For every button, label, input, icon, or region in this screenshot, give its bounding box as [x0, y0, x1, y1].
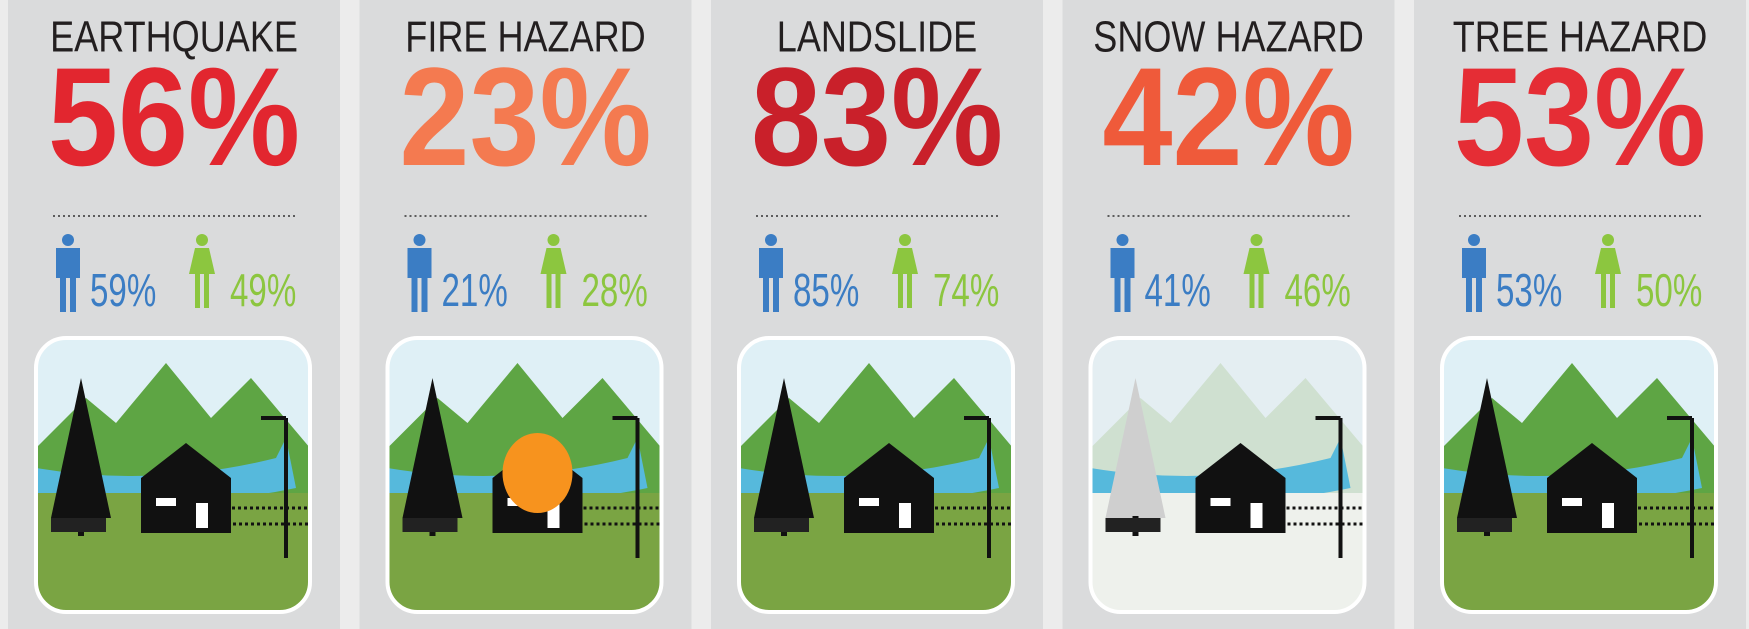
card-percent: 42%	[1102, 39, 1354, 196]
tree	[51, 378, 111, 518]
person-body	[189, 248, 215, 308]
card-title: SNOW HAZARD	[1093, 12, 1363, 61]
fence	[927, 506, 1013, 526]
person-head	[547, 234, 560, 246]
bench	[1457, 518, 1512, 532]
window	[1210, 498, 1231, 506]
card-percent: 56%	[48, 39, 300, 196]
card-title: TREE HAZARD	[1453, 12, 1707, 61]
scene	[1442, 338, 1716, 612]
house	[1195, 443, 1286, 533]
person-head	[765, 234, 777, 246]
scene-frame	[385, 336, 664, 614]
person-body	[540, 248, 567, 308]
female-percent: 49%	[230, 266, 296, 316]
person-head	[899, 234, 911, 246]
person-head	[413, 234, 426, 246]
male-percent: 85%	[793, 266, 859, 316]
house	[141, 443, 231, 533]
door	[1602, 503, 1614, 528]
card-percent: 83%	[751, 39, 1003, 196]
tree	[1105, 378, 1166, 518]
card-title: LANDSLIDE	[777, 12, 977, 61]
person-head	[1116, 234, 1129, 246]
bench	[754, 518, 809, 532]
tree	[402, 378, 463, 518]
male-percent: 53%	[1496, 266, 1562, 316]
person-head	[1468, 234, 1480, 246]
card-title: FIRE HAZARD	[405, 12, 645, 61]
fence	[224, 506, 310, 526]
bench	[402, 518, 458, 532]
male-percent: 21%	[442, 266, 508, 316]
person-head	[1602, 234, 1614, 246]
person-body	[759, 248, 783, 312]
female-percent: 50%	[1636, 266, 1702, 316]
house	[844, 443, 934, 533]
female-percent: 28%	[582, 266, 648, 316]
person-head	[1250, 234, 1263, 246]
bench	[51, 518, 106, 532]
house	[1547, 443, 1637, 533]
person-head	[196, 234, 208, 246]
person-head	[62, 234, 74, 246]
window	[859, 498, 879, 506]
door	[899, 503, 911, 528]
scene-frame	[34, 336, 312, 614]
female-percent: 74%	[933, 266, 999, 316]
scene-frame	[737, 336, 1015, 614]
scene	[387, 338, 662, 612]
card-percent: 23%	[399, 39, 651, 196]
person-body	[1595, 248, 1621, 308]
fence	[1279, 506, 1365, 526]
male-percent: 41%	[1145, 266, 1211, 316]
person-body	[1243, 248, 1270, 308]
window	[1562, 498, 1582, 506]
scene	[739, 338, 1013, 612]
scene-frame	[1440, 336, 1718, 614]
person-body	[1110, 248, 1135, 312]
bench	[1105, 518, 1161, 532]
female-percent: 46%	[1285, 266, 1351, 316]
tree	[754, 378, 814, 518]
tree	[1457, 378, 1517, 518]
person-body	[892, 248, 918, 308]
door	[1250, 503, 1263, 528]
person-body	[407, 248, 432, 312]
person-body	[1462, 248, 1486, 312]
window	[156, 498, 176, 506]
fence	[576, 506, 662, 526]
card-title: EARTHQUAKE	[50, 12, 298, 61]
person-body	[56, 248, 80, 312]
scene-frame	[1088, 336, 1367, 614]
fence	[1630, 506, 1716, 526]
door	[196, 503, 208, 528]
scene	[1090, 338, 1365, 612]
male-percent: 59%	[90, 266, 156, 316]
card-percent: 53%	[1454, 39, 1706, 196]
scene	[36, 338, 310, 612]
fire	[502, 433, 573, 513]
